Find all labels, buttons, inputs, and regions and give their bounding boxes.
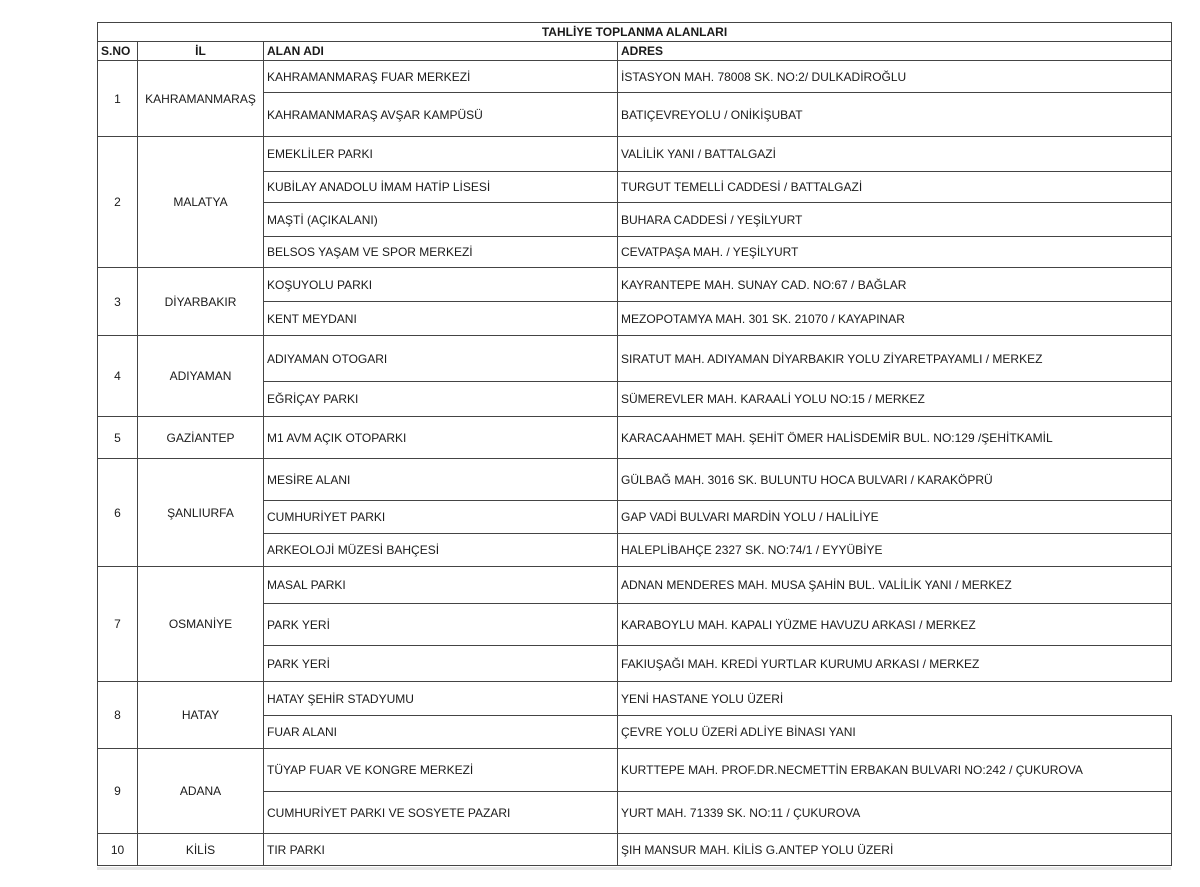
- area-name-cell: ARKEOLOJİ MÜZESİ BAHÇESİ: [263, 533, 618, 567]
- province-cell: ADANA: [137, 748, 264, 834]
- table-body: 1 KAHRAMANMARAŞ KAHRAMANMARAŞ FUAR MERKEZİ…: [97, 60, 1173, 866]
- area-name-cell: PARK YERİ: [263, 603, 618, 646]
- area-name-cell: FUAR ALANI: [263, 715, 618, 749]
- table-row: 3 DİYARBAKIR KOŞUYOLU PARKI KAYRANTEPE MAH.…: [97, 267, 1173, 336]
- sno-cell: 6: [97, 458, 138, 567]
- address-cell: KAYRANTEPE MAH. SUNAY CAD. NO:67 / BAĞLA…: [616, 267, 1173, 302]
- area-name-cell: KAHRAMANMARAŞ AVŞAR KAMPÜSÜ: [263, 92, 618, 137]
- area-name-cell: TIR PARKI: [263, 833, 618, 866]
- sno-cell: 7: [97, 566, 138, 682]
- table-row: PARK YERİ FAKIUŞAĞI MAH. KREDİ YURTLAR KU…: [98, 645, 1173, 682]
- province-cell: MALATYA: [137, 136, 264, 268]
- table-row: 9 ADANA TÜYAP FUAR VE KONGRE MERKEZİ KURTTE…: [97, 748, 1173, 834]
- area-name-cell: KUBİLAY ANADOLU İMAM HATİP LİSESİ: [263, 171, 618, 203]
- address-cell: ADNAN MENDERES MAH. MUSA ŞAHİN BUL. VALİ…: [616, 566, 1173, 604]
- province-cell: ŞANLIURFA: [137, 458, 264, 567]
- table-row: MAŞTİ (AÇIKALANI) BUHARA CADDESİ / YEŞİLY…: [98, 202, 1173, 237]
- area-name-cell: KENT MEYDANI: [263, 301, 618, 336]
- area-name-cell: EĞRİÇAY PARKI: [263, 381, 618, 417]
- table-row: KUBİLAY ANADOLU İMAM HATİP LİSESİ TURGUT …: [98, 171, 1173, 203]
- column-header-adres: ADRES: [616, 41, 1173, 61]
- area-name-cell: KOŞUYOLU PARKI: [263, 267, 618, 302]
- address-cell: KURTTEPE MAH. PROF.DR.NECMETTİN ERBAKAN …: [616, 748, 1173, 792]
- table-row: KENT MEYDANI MEZOPOTAMYA MAH. 301 SK. 210…: [98, 301, 1173, 336]
- sno-cell: 10: [97, 833, 138, 866]
- sno-cell: 5: [97, 416, 138, 459]
- address-cell: HALEPLİBAHÇE 2327 SK. NO:74/1 / EYYÜBİYE: [616, 533, 1173, 567]
- table-row: BELSOS YAŞAM VE SPOR MERKEZİ CEVATPAŞA MA…: [98, 236, 1173, 268]
- area-name-cell: CUMHURİYET PARKI: [263, 500, 618, 534]
- table-row: PARK YERİ KARABOYLU MAH. KAPALI YÜZME HAV…: [98, 603, 1173, 646]
- area-name-cell: EMEKLİLER PARKI: [263, 136, 618, 172]
- address-cell: GÜLBAĞ MAH. 3016 SK. BULUNTU HOCA BULVAR…: [616, 458, 1173, 501]
- table-row: 2 MALATYA EMEKLİLER PARKI VALİLİK YANI / BA…: [97, 136, 1173, 268]
- table-title: TAHLİYE TOPLANMA ALANLARI: [96, 22, 1173, 42]
- address-cell: BATIÇEVREYOLU / ONİKİŞUBAT: [616, 92, 1173, 137]
- area-name-cell: MASAL PARKI: [263, 566, 618, 604]
- area-name-cell: KAHRAMANMARAŞ FUAR MERKEZİ: [263, 60, 618, 93]
- area-name-cell: HATAY ŞEHİR STADYUMU: [263, 681, 618, 716]
- table-row: ARKEOLOJİ MÜZESİ BAHÇESİ HALEPLİBAHÇE 232…: [98, 533, 1173, 567]
- column-header-il: İL: [137, 41, 264, 61]
- sno-cell: 1: [97, 60, 138, 137]
- area-name-cell: ADIYAMAN OTOGARI: [263, 335, 618, 382]
- column-header-sno: S.NO: [97, 41, 138, 61]
- address-cell: MEZOPOTAMYA MAH. 301 SK. 21070 / KAYAPIN…: [616, 301, 1173, 336]
- table-row: CUMHURİYET PARKI GAP VADİ BULVARI MARDİN …: [98, 500, 1173, 534]
- address-cell: ŞIH MANSUR MAH. KİLİS G.ANTEP YOLU ÜZERİ: [616, 833, 1173, 866]
- province-cell: KAHRAMANMARAŞ: [137, 60, 264, 137]
- province-cell: KİLİS: [137, 833, 264, 866]
- address-cell: SÜMEREVLER MAH. KARAALİ YOLU NO:15 / MER…: [616, 381, 1173, 417]
- scan-edge-shadow: [97, 867, 1171, 870]
- area-name-cell: MAŞTİ (AÇIKALANI): [263, 202, 618, 237]
- area-name-cell: BELSOS YAŞAM VE SPOR MERKEZİ: [263, 236, 618, 268]
- province-cell: ADIYAMAN: [137, 335, 264, 417]
- address-cell: KARACAAHMET MAH. ŞEHİT ÖMER HALİSDEMİR B…: [616, 416, 1173, 459]
- address-cell: TURGUT TEMELLİ CADDESİ / BATTALGAZİ: [616, 171, 1173, 203]
- address-cell: İSTASYON MAH. 78008 SK. NO:2/ DULKADİROĞ…: [616, 60, 1173, 93]
- address-cell: SIRATUT MAH. ADIYAMAN DİYARBAKIR YOLU Zİ…: [616, 335, 1173, 382]
- area-name-cell: M1 AVM AÇIK OTOPARKI: [263, 416, 618, 459]
- address-cell: YENİ HASTANE YOLU ÜZERİ: [616, 681, 1173, 716]
- sno-cell: 8: [97, 681, 138, 749]
- province-cell: DİYARBAKIR: [137, 267, 264, 336]
- address-cell: KARABOYLU MAH. KAPALI YÜZME HAVUZU ARKAS…: [616, 603, 1173, 646]
- address-cell: FAKIUŞAĞI MAH. KREDİ YURTLAR KURUMU ARKA…: [616, 645, 1173, 682]
- address-cell: GAP VADİ BULVARI MARDİN YOLU / HALİLİYE: [616, 500, 1173, 534]
- area-name-cell: TÜYAP FUAR VE KONGRE MERKEZİ: [263, 748, 618, 792]
- address-cell: YURT MAH. 71339 SK. NO:11 / ÇUKUROVA: [616, 791, 1173, 834]
- table-row: 4 ADIYAMAN ADIYAMAN OTOGARI SIRATUT MAH. AD…: [97, 335, 1173, 417]
- sno-cell: 2: [97, 136, 138, 268]
- sno-cell: 3: [97, 267, 138, 336]
- province-cell: GAZİANTEP: [137, 416, 264, 459]
- province-cell: HATAY: [137, 681, 264, 749]
- address-cell: CEVATPAŞA MAH. / YEŞİLYURT: [616, 236, 1173, 268]
- address-cell: VALİLİK YANI / BATTALGAZİ: [616, 136, 1173, 172]
- sno-cell: 9: [97, 748, 138, 834]
- address-cell: ÇEVRE YOLU ÜZERİ ADLİYE BİNASI YANI: [616, 715, 1173, 749]
- area-name-cell: PARK YERİ: [263, 645, 618, 682]
- table-row: 5 GAZİANTEP M1 AVM AÇIK OTOPARKI KARACAAHME…: [97, 416, 1173, 459]
- area-name-cell: MESİRE ALANI: [263, 458, 618, 501]
- table-row: 1 KAHRAMANMARAŞ KAHRAMANMARAŞ FUAR MERKEZİ…: [97, 60, 1173, 137]
- column-header-alan-adi: ALAN ADI: [263, 41, 618, 61]
- table-row: 8 HATAY HATAY ŞEHİR STADYUMU YENİ HASTANE Y…: [97, 681, 1173, 749]
- address-cell: BUHARA CADDESİ / YEŞİLYURT: [616, 202, 1173, 237]
- area-name-cell: CUMHURİYET PARKI VE SOSYETE PAZARI: [263, 791, 618, 834]
- table-row: EĞRİÇAY PARKI SÜMEREVLER MAH. KARAALİ YOL…: [98, 381, 1173, 417]
- table-row: 7 OSMANİYE MASAL PARKI ADNAN MENDERES MAH. …: [97, 566, 1173, 682]
- table-row: 6 ŞANLIURFA MESİRE ALANI GÜLBAĞ MAH. 3016 S…: [97, 458, 1173, 567]
- table-row: KAHRAMANMARAŞ AVŞAR KAMPÜSÜ BATIÇEVREYOLU…: [98, 92, 1173, 137]
- province-cell: OSMANİYE: [137, 566, 264, 682]
- sno-cell: 4: [97, 335, 138, 417]
- table-row: 10 KİLİS TIR PARKI ŞIH MANSUR MAH. KİLİS G.…: [97, 833, 1173, 866]
- evacuation-areas-table: TAHLİYE TOPLANMA ALANLARI S.NO İL ALAN A…: [96, 22, 1173, 866]
- table-row: CUMHURİYET PARKI VE SOSYETE PAZARI YURT M…: [98, 791, 1173, 834]
